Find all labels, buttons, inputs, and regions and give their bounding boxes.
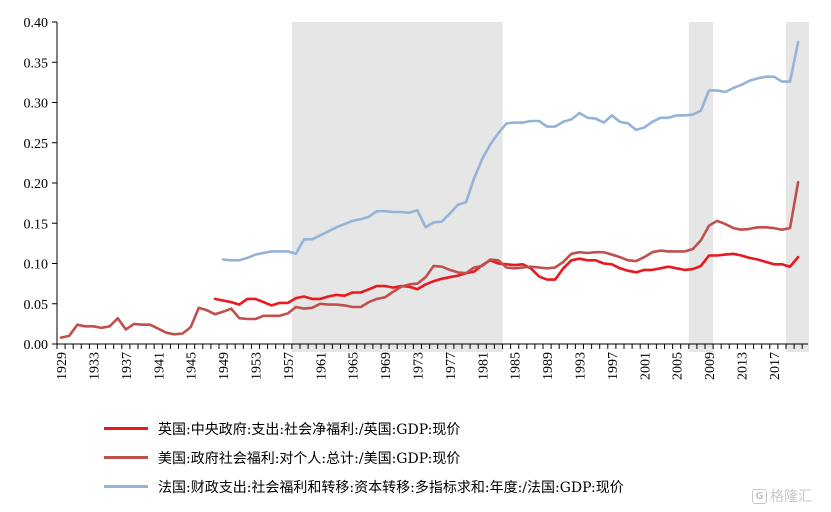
x-tick-label: 1969 [379, 352, 394, 380]
x-tick-label: 2017 [768, 352, 783, 380]
x-tick-label: 1941 [152, 352, 167, 380]
legend-label-uk: 英国:中央政府:支出:社会净福利:/英国:GDP:现价 [158, 421, 461, 438]
x-tick-label: 2013 [735, 352, 750, 380]
series-lines [59, 40, 800, 339]
shaded-period-1 [688, 22, 714, 352]
x-tick-label: 1949 [217, 352, 232, 380]
x-tick-label: 1973 [411, 352, 426, 380]
x-tick-label: 1985 [509, 352, 524, 380]
watermark-text: 格隆汇 [770, 489, 812, 505]
y-tick-label: 0.05 [24, 298, 49, 313]
legend-item-uk: 英国:中央政府:支出:社会净福利:/英国:GDP:现价 [104, 414, 624, 443]
x-tick-label: 1929 [55, 352, 70, 380]
x-tick-label: 1933 [87, 352, 102, 380]
series-line-uk [213, 252, 800, 307]
x-tick-label: 1953 [249, 352, 264, 380]
x-tick-label: 1989 [541, 352, 556, 380]
watermark-logo-icon: G [752, 488, 767, 504]
y-tick-label: 0.15 [24, 217, 49, 232]
y-tick-label: 0.30 [24, 97, 49, 112]
legend: 英国:中央政府:支出:社会净福利:/英国:GDP:现价 美国:政府社会福利:对个… [104, 414, 624, 501]
x-tick-label: 1965 [347, 352, 362, 380]
x-tick-label: 1977 [444, 352, 459, 380]
x-tick-label: 1957 [282, 352, 297, 380]
y-tick-label: 0.25 [24, 137, 49, 152]
x-tick-label: 1937 [120, 352, 135, 380]
y-tick-label: 0.40 [24, 16, 49, 31]
legend-label-us: 美国:政府社会福利:对个人:总计:/美国:GDP:现价 [158, 450, 461, 467]
x-tick-label: 1945 [185, 352, 200, 380]
legend-swatch-uk [104, 427, 148, 430]
x-tick-label: 1981 [476, 352, 491, 380]
legend-item-us: 美国:政府社会福利:对个人:总计:/美国:GDP:现价 [104, 443, 624, 472]
legend-swatch-france [104, 485, 148, 488]
x-tick-label: 1961 [314, 352, 329, 380]
y-tick-label: 0.20 [24, 177, 49, 192]
legend-label-france: 法国:财政支出:社会福利和转移:资本转移:多指标求和:年度:/法国:GDP:现价 [158, 479, 624, 496]
x-tick-label: 1997 [606, 352, 621, 380]
watermark: G 格隆汇 [752, 486, 812, 506]
series-line-france [221, 40, 800, 262]
legend-item-france: 法国:财政支出:社会福利和转移:资本转移:多指标求和:年度:/法国:GDP:现价 [104, 472, 624, 501]
y-tick-label: 0.35 [24, 56, 49, 71]
x-tick-label: 2005 [671, 352, 686, 380]
x-axis-ticks: 1929 1933 1937 1941 1945 1949 1953 1957 1961 1965… [55, 344, 803, 380]
y-tick-label: 0.00 [24, 338, 49, 353]
y-tick-label: 0.10 [24, 258, 49, 273]
x-tick-label: 2001 [638, 352, 653, 380]
series-line-us [59, 180, 800, 339]
x-tick-label: 1993 [573, 352, 588, 380]
x-tick-label: 2009 [703, 352, 718, 380]
y-axis-ticks: 0.00 0.05 0.10 0.15 0.20 0.25 0.30 0.35 0.40 [24, 16, 57, 353]
legend-swatch-us [104, 456, 148, 459]
